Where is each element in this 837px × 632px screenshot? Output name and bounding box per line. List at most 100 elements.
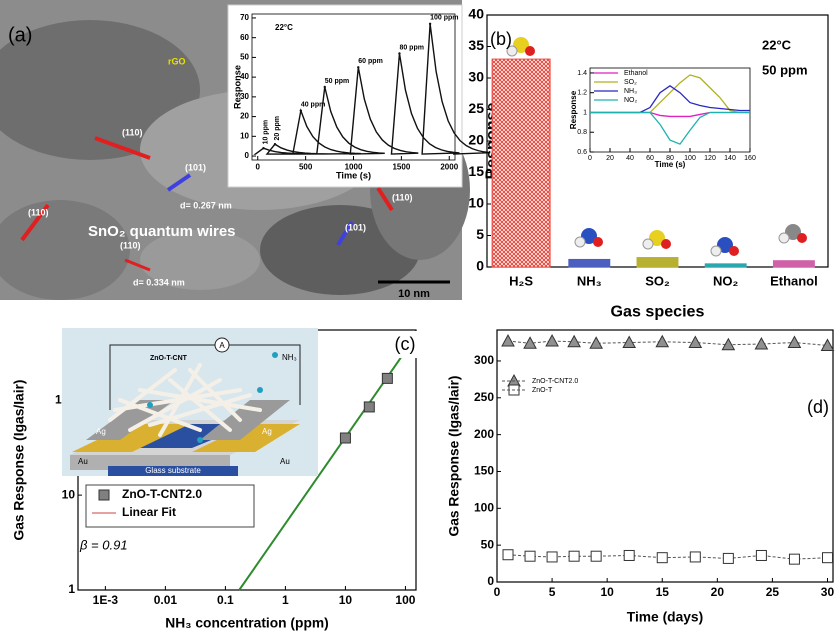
marker [501, 334, 515, 347]
marker [339, 432, 351, 444]
x-tick-label: 0.01 [154, 593, 178, 607]
schematic-label: A [219, 341, 225, 350]
y-tick-label: 250 [474, 390, 494, 404]
x-tick-label: 25 [766, 585, 780, 599]
molecule-icon [710, 245, 722, 257]
legend-box [85, 484, 255, 528]
pulse-label: 40 ppm [301, 102, 326, 109]
x-tick-label: 1E-3 [93, 593, 119, 607]
marker [523, 336, 537, 349]
marker [754, 336, 769, 350]
marker [721, 337, 736, 351]
panel-label: (b) [490, 29, 512, 49]
x-tick-label: 0 [588, 155, 592, 162]
marker [689, 551, 701, 563]
schematic-label: ZnO-T-CNT [150, 355, 188, 362]
x-tick-label: 60 [646, 155, 654, 162]
x-tick-label: SO₂ [645, 273, 670, 288]
marker [622, 335, 637, 349]
pulse-peak [299, 109, 303, 112]
x-tick-label: 0 [256, 162, 261, 171]
x-tick-label: 10 [600, 585, 614, 599]
marker [381, 372, 393, 384]
plot-frame [496, 329, 834, 583]
marker [363, 401, 375, 413]
fit-line [238, 350, 407, 591]
schematic-label: Ag [96, 427, 106, 436]
annotation: 50 ppm [762, 62, 808, 77]
y-tick-label: 20 [468, 132, 484, 148]
legend-label: ZnO-T [532, 387, 553, 394]
scale-label: 10 nm [398, 288, 430, 300]
legend-label: SO₂ [624, 79, 637, 86]
y-tick-label: 10 [62, 487, 76, 501]
image-caption: SnO₂ quantum wires [88, 223, 236, 240]
bar [568, 258, 611, 268]
marker [688, 335, 703, 349]
y-tick-label: 200 [474, 427, 494, 441]
schematic-label: Au [280, 457, 290, 466]
y-tick-label: 40 [240, 72, 249, 81]
marker [546, 551, 558, 563]
x-tick-label: H₂S [509, 273, 533, 288]
image-label: d= 0.267 nm [180, 200, 232, 210]
marker [98, 489, 110, 501]
pulse-peak [357, 66, 360, 69]
molecule-icon [661, 239, 671, 249]
y-tick-label: 15 [468, 163, 484, 179]
marker [567, 334, 581, 348]
y-tick-label: 70 [240, 13, 249, 22]
y-tick-label: 0 [245, 151, 250, 160]
inset-frame [568, 62, 756, 178]
pulse-peak [398, 52, 401, 55]
x-axis-label: Time (s) [336, 170, 371, 180]
y-tick-label: 50 [240, 53, 249, 62]
molecule-icon [525, 46, 535, 56]
y-tick-label: 10 [240, 131, 249, 140]
marker [590, 550, 602, 562]
legend-label: Ethanol [624, 70, 648, 77]
y-axis-label: Gas Response (Igas/Iair) [447, 375, 462, 536]
y-tick-label: 60 [240, 33, 249, 42]
marker [568, 550, 580, 562]
y-tick-label: 100 [474, 500, 494, 514]
x-tick-label: 5 [549, 585, 556, 599]
pulse-label: 60 ppm [358, 58, 383, 65]
x-tick-label: 30 [821, 585, 835, 599]
x-axis-label: NH₃ concentration (ppm) [165, 616, 329, 631]
y-axis-label: Response [232, 65, 242, 109]
marker [623, 549, 635, 561]
schematic-label: Glass substrate [145, 466, 201, 475]
x-tick-label: 40 [626, 155, 634, 162]
x-tick-label: 160 [744, 155, 756, 162]
schematic-label: Ag [262, 427, 272, 436]
x-tick-label: 500 [299, 162, 313, 171]
chart-title: 22°C [275, 23, 293, 32]
x-tick-label: 15 [656, 585, 670, 599]
marker [787, 335, 802, 349]
pulse-label: 50 ppm [325, 78, 350, 85]
y-tick-label: 1.4 [577, 70, 587, 77]
bar [491, 58, 551, 268]
pulse-label: 100 ppm [430, 15, 458, 22]
y-tick-label: 10 [468, 195, 484, 211]
series-line [590, 111, 750, 145]
panel-label: (c) [395, 334, 416, 354]
y-tick-label: 0.6 [577, 149, 587, 156]
tem-image [0, 0, 470, 300]
legend-label: ZnO-T-CNT2.0 [532, 378, 578, 385]
y-tick-label: 1 [68, 582, 75, 596]
marker [545, 334, 559, 347]
pulse-label: 10 ppm [262, 120, 269, 145]
x-tick-label: 140 [724, 155, 736, 162]
pulse-label: 20 ppm [274, 116, 281, 141]
y-tick-label: 0 [487, 574, 494, 588]
molecule-icon [729, 246, 739, 256]
x-tick-label: 120 [704, 155, 716, 162]
panel-label: (d) [807, 397, 829, 417]
y-tick-label: 150 [474, 464, 494, 478]
legend-label: NO₂ [624, 97, 638, 104]
legend-label: NH₃ [624, 88, 637, 95]
legend-label: ZnO-T-CNT2.0 [122, 487, 202, 501]
